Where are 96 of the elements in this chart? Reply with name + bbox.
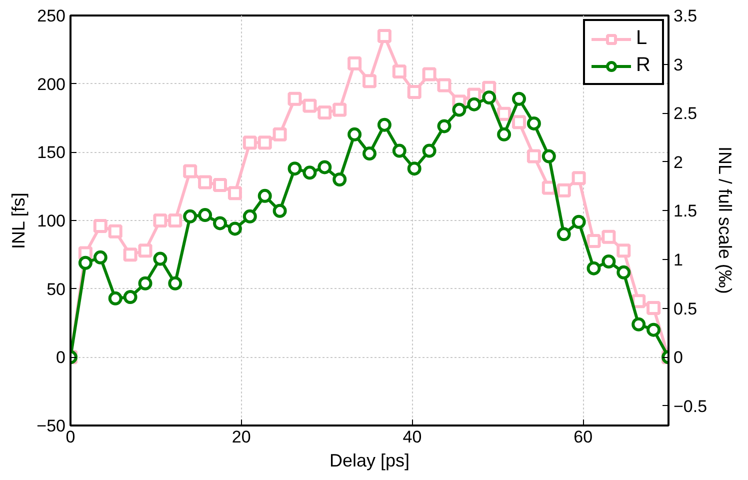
point — [108, 291, 122, 306]
point — [497, 106, 512, 121]
point — [168, 276, 182, 290]
point — [467, 97, 482, 112]
y2-tick-label: 3 — [674, 55, 683, 74]
point — [302, 98, 317, 113]
point — [512, 115, 526, 130]
y-tick-label: −50 — [36, 416, 66, 436]
point — [422, 67, 436, 82]
point — [258, 136, 272, 150]
point — [332, 172, 347, 186]
y2-tick-label: 2.5 — [674, 104, 698, 124]
point — [138, 276, 152, 290]
y2-tick-label: 0.5 — [674, 299, 698, 318]
point — [646, 300, 661, 315]
point — [646, 322, 661, 337]
point — [616, 265, 631, 280]
point — [318, 160, 332, 174]
point — [526, 116, 541, 130]
point — [213, 178, 227, 192]
point — [123, 248, 138, 262]
point — [377, 29, 392, 43]
y2-tick-label: 2 — [674, 152, 683, 172]
point — [183, 209, 198, 224]
y2-tick-label: 1 — [674, 250, 683, 270]
point — [348, 56, 362, 70]
point — [602, 230, 616, 244]
x-tick-label: 40 — [402, 428, 422, 446]
point — [572, 171, 586, 186]
y-axis-title: INL [fs] — [8, 192, 29, 250]
point — [302, 166, 317, 180]
point — [452, 102, 466, 117]
point — [542, 149, 556, 164]
point — [288, 92, 302, 106]
point — [332, 102, 347, 117]
legend-label: L — [636, 27, 648, 50]
point — [198, 208, 212, 222]
point — [407, 85, 422, 100]
point — [123, 290, 138, 304]
y-tick-label: 250 — [37, 6, 66, 26]
y2-tick-label: 1.5 — [674, 202, 698, 221]
point — [556, 183, 571, 198]
point — [392, 144, 406, 158]
legend-label: R — [636, 54, 652, 77]
point — [362, 74, 376, 88]
point — [437, 119, 452, 134]
y-tick-label: 100 — [37, 212, 66, 230]
point — [407, 162, 422, 176]
point — [108, 224, 122, 238]
point — [288, 162, 302, 176]
point — [242, 136, 257, 150]
point — [168, 214, 182, 228]
x-tick-label: 60 — [574, 428, 593, 446]
point — [213, 216, 227, 230]
point — [242, 209, 257, 224]
point — [377, 118, 392, 132]
point — [348, 127, 362, 142]
point — [586, 261, 601, 276]
point — [198, 175, 212, 190]
point — [153, 214, 168, 228]
y-tick-label: 200 — [37, 74, 66, 94]
point — [78, 256, 92, 270]
point — [437, 78, 452, 92]
point — [93, 218, 108, 233]
y2-tick-label: −0.5 — [674, 396, 708, 416]
point — [153, 252, 168, 266]
point — [586, 234, 601, 248]
point — [228, 186, 242, 200]
point — [138, 244, 152, 258]
y2-tick-label: 3.5 — [674, 6, 698, 26]
point — [272, 127, 287, 142]
point — [228, 222, 242, 236]
point — [602, 254, 616, 268]
x-tick-label: 20 — [232, 428, 251, 446]
point — [258, 188, 272, 203]
point — [616, 244, 631, 258]
y2-axis-title: INL / full scale (‰) — [715, 146, 736, 294]
y-tick-label: 0 — [56, 348, 66, 368]
point — [572, 214, 586, 229]
point — [422, 144, 436, 158]
point — [93, 250, 108, 264]
point — [272, 204, 287, 218]
point — [556, 227, 571, 242]
point — [392, 64, 406, 79]
point — [318, 106, 332, 120]
point — [497, 127, 512, 142]
y-tick-label: 150 — [37, 143, 66, 162]
point — [512, 92, 526, 106]
point — [482, 90, 496, 104]
x-axis-title: Delay [ps] — [329, 450, 410, 470]
point — [526, 149, 541, 164]
y2-tick-label: 0 — [674, 348, 683, 368]
point — [632, 317, 646, 332]
point — [362, 146, 376, 161]
y-tick-label: 50 — [46, 280, 66, 299]
point — [183, 164, 198, 178]
